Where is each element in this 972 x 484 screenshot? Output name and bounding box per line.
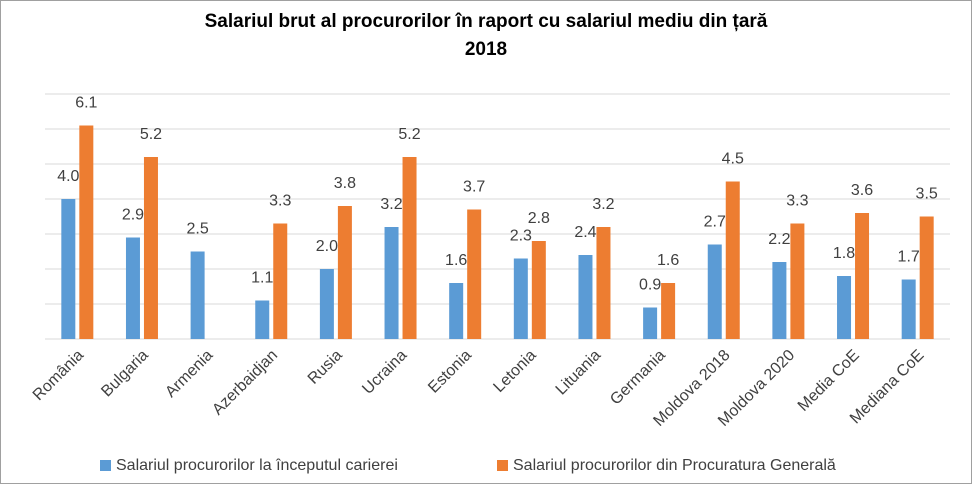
bar (919, 216, 934, 339)
data-label: 5.2 (140, 126, 162, 143)
bar (513, 258, 528, 339)
bar (661, 283, 676, 339)
data-label: 3.8 (334, 175, 356, 192)
data-label: 2.8 (528, 210, 550, 227)
bar (643, 307, 658, 339)
data-label: 2.7 (704, 214, 726, 231)
data-label: 3.7 (463, 179, 485, 196)
data-label: 1.8 (833, 245, 855, 262)
data-label: 2.9 (122, 207, 144, 224)
bar (901, 279, 916, 339)
chart-title: Salariul brut al procurorilor în raport … (205, 11, 768, 32)
bar (596, 227, 611, 339)
data-label: 1.6 (445, 252, 467, 269)
data-label: 3.5 (916, 186, 938, 203)
data-label: 2.5 (186, 221, 208, 238)
data-label: 3.3 (269, 193, 291, 210)
data-label: 1.1 (251, 270, 273, 287)
data-label: 1.6 (657, 252, 679, 269)
bar (790, 223, 805, 339)
legend-label: Salariul procurorilor la începutul carie… (116, 457, 398, 474)
bar (125, 237, 140, 339)
data-label: 4.5 (722, 151, 744, 168)
legend-label: Salariul procurorilor din Procuratura Ge… (513, 457, 836, 474)
bar (319, 269, 334, 339)
bar (384, 227, 399, 339)
bar (337, 206, 352, 339)
legend-swatch (100, 460, 111, 471)
data-label: 6.1 (75, 95, 97, 112)
data-label: 3.2 (592, 196, 614, 213)
bar (855, 213, 870, 339)
bar (273, 223, 288, 339)
data-label: 0.9 (639, 277, 661, 294)
bar (707, 244, 722, 339)
bar (143, 157, 158, 339)
data-label: 2.2 (768, 231, 790, 248)
bar (449, 283, 464, 339)
bar (578, 255, 593, 339)
data-label: 3.3 (786, 193, 808, 210)
legend-swatch (497, 460, 508, 471)
bar (190, 251, 205, 339)
data-label: 4.0 (57, 168, 79, 185)
data-label: 3.6 (851, 182, 873, 199)
data-label: 3.2 (380, 196, 402, 213)
bar (772, 262, 787, 339)
bar (402, 157, 417, 339)
bar (255, 300, 270, 339)
data-label: 2.4 (574, 224, 596, 241)
bar (725, 181, 740, 339)
chart-subtitle: 2018 (465, 39, 507, 60)
bar (531, 241, 546, 339)
bar (467, 209, 482, 339)
bar (79, 125, 94, 339)
data-label: 2.3 (510, 228, 532, 245)
data-label: 2.0 (316, 238, 338, 255)
data-label: 5.2 (398, 126, 420, 143)
bar (837, 276, 852, 339)
data-label: 1.7 (898, 249, 920, 266)
bar (61, 199, 76, 339)
